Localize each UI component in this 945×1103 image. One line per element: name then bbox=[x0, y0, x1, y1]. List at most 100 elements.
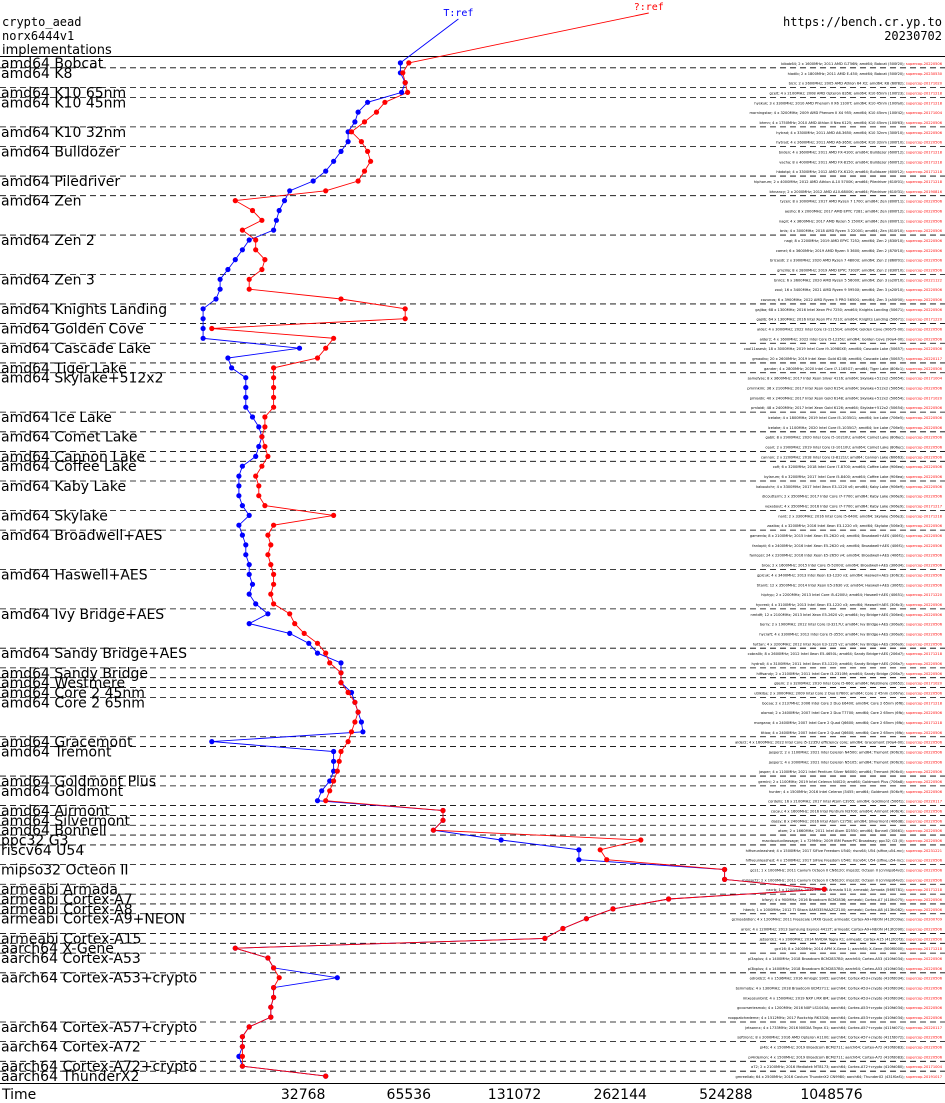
version-tag: supercop-20220506 bbox=[906, 485, 943, 489]
machine-label: aarch64 Cortex-A57+crypto bbox=[1, 1020, 197, 1036]
data-point bbox=[345, 139, 351, 145]
machine-label: armeabi Armada bbox=[1, 882, 118, 898]
version-tag: supercop-20220506 bbox=[906, 209, 943, 213]
version-tag: supercop-20220506 bbox=[906, 337, 943, 341]
data-point bbox=[249, 581, 256, 587]
data-point bbox=[253, 237, 259, 243]
series-legend: T:ref ?:ref bbox=[400, 2, 664, 64]
version-tag: supercop-20171218 bbox=[906, 514, 943, 518]
data-point bbox=[314, 355, 321, 361]
machine-detail: imxeosunbird; 4 x 1500MHz; 2019 NXP i.MX… bbox=[743, 996, 943, 1000]
data-point bbox=[273, 217, 279, 223]
version-tag: supercop-20220506 bbox=[906, 387, 943, 391]
data-point bbox=[348, 729, 355, 735]
machine-label: riscv64 U54 bbox=[1, 843, 84, 859]
data-point bbox=[268, 542, 274, 548]
machine-label: amd64 Bulldozer bbox=[1, 144, 120, 160]
machine-detail: cool11asesk; 18 x 3000MHz; 2019 Intel Co… bbox=[744, 347, 943, 351]
data-point bbox=[268, 562, 274, 568]
data-point bbox=[358, 719, 364, 725]
version-tag: supercop-20171218 bbox=[906, 701, 943, 705]
data-point bbox=[229, 365, 235, 371]
series-line-1 bbox=[211, 62, 825, 1077]
version-tag: supercop-20171218 bbox=[906, 888, 943, 892]
version-tag: supercop-20220506 bbox=[906, 750, 943, 754]
machine-label: amd64 Goldmont bbox=[1, 784, 124, 800]
data-point bbox=[262, 414, 268, 420]
data-point bbox=[365, 148, 371, 154]
machine-detail: hyskuk; 3 x 3300MHz; 2010 AMD Phenom II … bbox=[754, 101, 942, 105]
machine-label: amd64 Core 2 65nm bbox=[1, 695, 145, 711]
machine-detail: jetsontk1; 4 x 2000MHz; 2014 NVIDIA Tegr… bbox=[759, 937, 943, 941]
version-tag: supercop-20220506 bbox=[906, 977, 943, 981]
data-point bbox=[331, 758, 337, 764]
version-tag: supercop-20220117 bbox=[906, 800, 942, 804]
machine-detail: bricasdi; 2 x 3900MHz; 2020 AMD Ryzen 7 … bbox=[770, 259, 943, 263]
data-point bbox=[239, 227, 245, 233]
machine-label: aarch64 Cortex-A53 bbox=[1, 951, 141, 967]
data-point bbox=[268, 1004, 274, 1010]
data-point bbox=[249, 207, 256, 214]
data-point bbox=[217, 276, 223, 282]
version-tag: supercop-20171217 bbox=[906, 505, 942, 509]
data-point bbox=[323, 1073, 329, 1079]
version-tag: supercop-20220506 bbox=[906, 741, 943, 745]
data-point bbox=[327, 660, 333, 666]
data-point bbox=[265, 453, 271, 459]
data-point bbox=[259, 217, 265, 223]
machine-detail: alomai; 2 x 2400MHz; 2007 Intel Core 2 D… bbox=[761, 711, 943, 715]
machine-detail: gander; 4 x 2800MHz; 2020 Intel Core i7-… bbox=[764, 367, 943, 371]
x-axis-title: Time bbox=[1, 1087, 36, 1103]
machine-label: amd64 Skylake bbox=[1, 508, 108, 524]
machine-detail: titan0; 12 x 3500MHz; 2014 Intel Xeon E5… bbox=[757, 583, 943, 587]
data-point bbox=[430, 827, 436, 833]
version-tag: supercop-20171218 bbox=[906, 721, 943, 725]
version-tag: supercop-20171020 bbox=[906, 682, 943, 686]
version-tag: supercop-20220506 bbox=[906, 957, 943, 961]
data-point bbox=[360, 729, 366, 735]
machine-detail: bnden; 4 x 3600MHz; 2011 AMD FX-4100; am… bbox=[779, 150, 943, 154]
machine-detail: gcinoabidion; 4 x 1200MHz; 2011 Freescal… bbox=[732, 918, 943, 922]
machine-detail: tyzen; 8 x 3000MHz; 2017 AMD Ryzen 7 170… bbox=[780, 200, 942, 204]
data-point bbox=[348, 129, 355, 135]
data-point bbox=[323, 168, 329, 174]
data-point bbox=[352, 119, 358, 125]
data-point bbox=[246, 237, 252, 243]
machine-detail: vexabout; 4 x 3500MHz; 2016 Intel Core i… bbox=[765, 505, 942, 509]
data-point bbox=[225, 355, 231, 361]
version-tag: supercop-20171218 bbox=[906, 947, 943, 951]
data-point bbox=[821, 886, 827, 892]
machine-detail: nagi; 8 x 2200MHz; 2019 AMD EPYC 7252; a… bbox=[784, 239, 942, 243]
data-point bbox=[560, 925, 566, 932]
machine-detail: bfaryl; 4 x 900MHz; 2016 Broadcom BCM283… bbox=[762, 898, 943, 902]
version-tag: supercop-20220117 bbox=[906, 1026, 942, 1030]
data-point bbox=[249, 414, 256, 420]
version-tag: supercop-20220506 bbox=[906, 141, 943, 145]
machine-detail: hunter; 4 x 1500MHz; 2016 Intel Celeron … bbox=[769, 790, 943, 794]
x-tick-label: 524288 bbox=[699, 1087, 752, 1103]
machine-detail: atom; 2 x 1660MHz; 2011 Intel Atom D2550… bbox=[778, 829, 943, 833]
machine-label: amd64 Cascade Lake bbox=[1, 341, 151, 357]
data-point bbox=[405, 89, 411, 95]
data-point bbox=[268, 1014, 274, 1020]
data-point bbox=[243, 375, 249, 381]
machine-label: amd64 Tremont bbox=[1, 744, 112, 760]
data-point bbox=[402, 80, 408, 86]
version-tag: supercop-20220506 bbox=[906, 760, 943, 764]
version-tag: supercop-20220506 bbox=[906, 328, 943, 332]
version-tag: supercop-20220506 bbox=[906, 869, 943, 873]
machine-label: amd64 Cannon Lake bbox=[1, 449, 145, 465]
data-point bbox=[243, 394, 249, 400]
version-tag: supercop-20220506 bbox=[906, 632, 943, 636]
data-point bbox=[243, 542, 249, 548]
version-tag: supercop-20220506 bbox=[906, 436, 943, 440]
machine-detail: jasper1; 4 x 2000MHz; 2021 Intel Celeron… bbox=[768, 760, 943, 764]
data-point bbox=[334, 975, 340, 981]
data-point bbox=[323, 798, 329, 804]
machine-label: amd64 Ivy Bridge+AES bbox=[1, 607, 164, 623]
version-tag: supercop-20171020 bbox=[906, 396, 943, 400]
data-point bbox=[271, 375, 277, 381]
machine-label: amd64 Zen 2 bbox=[1, 233, 95, 249]
version-tag: supercop-20220506 bbox=[906, 819, 943, 823]
version-tag: supercop-20220506 bbox=[906, 780, 943, 784]
